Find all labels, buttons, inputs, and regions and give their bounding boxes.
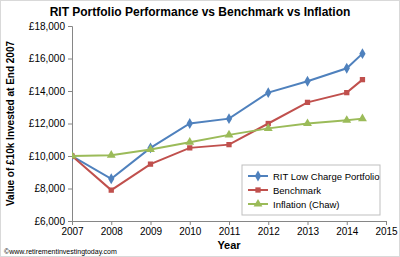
background xyxy=(1,1,400,257)
series-line xyxy=(72,54,362,179)
series-marker xyxy=(226,142,231,147)
legend-marker xyxy=(255,187,260,192)
x-axis: 2007 2008 2009 2010 2011 2012 2013 2014 2015 xyxy=(61,221,398,237)
x-tick: 2012 xyxy=(258,221,281,237)
series-line xyxy=(72,119,362,156)
x-tick-mark xyxy=(347,221,348,225)
x-tick: 2013 xyxy=(297,221,320,237)
series-marker xyxy=(226,113,232,124)
series-marker xyxy=(108,173,114,184)
y-axis-line xyxy=(68,27,73,222)
series-marker xyxy=(265,87,271,98)
y-tick-mark xyxy=(68,156,72,157)
x-axis-title: Year xyxy=(217,239,241,251)
title: RIT Portfolio Performance vs Benchmark v… xyxy=(50,5,351,19)
y-tick-label: £6,000 xyxy=(34,216,65,227)
x-tick-label: 2010 xyxy=(179,226,202,237)
x-tick-mark xyxy=(386,221,387,225)
x-tick-mark xyxy=(308,221,309,225)
y-tick: £18,000 xyxy=(29,21,72,32)
legend-label: RIT Low Charge Portfolio xyxy=(273,171,380,182)
legend-marker xyxy=(254,199,263,207)
series-marker xyxy=(107,150,116,158)
series-marker xyxy=(358,114,367,122)
legend-label: Benchmark xyxy=(273,185,321,196)
y-tick-mark xyxy=(68,189,72,190)
x-tick-label: 2011 xyxy=(219,226,241,237)
series-marker xyxy=(303,118,312,126)
x-tick: 2009 xyxy=(140,221,163,237)
legend: RIT Low Charge Portfolio Benchmark Inflati… xyxy=(242,165,380,215)
legend-box xyxy=(242,165,380,215)
y-tick: £6,000 xyxy=(34,216,72,227)
series-marker xyxy=(72,151,76,159)
plot: £6,000 £8,000 £10,000 £12,000 £14,000 £16,000… xyxy=(29,21,398,237)
x-tick-label: 2015 xyxy=(375,226,398,237)
x-tick: 2010 xyxy=(179,221,202,237)
series-marker xyxy=(109,187,114,192)
x-tick: 2011 xyxy=(219,221,241,237)
y-tick-mark xyxy=(68,221,72,222)
series-marker xyxy=(146,144,155,152)
y-tick-label: £18,000 xyxy=(29,21,66,32)
series-marker xyxy=(304,76,310,87)
series-marker xyxy=(360,77,365,82)
y-tick: £16,000 xyxy=(29,53,72,64)
x-tick: 2007 xyxy=(61,221,84,237)
legend-label: Inflation (Chaw) xyxy=(273,199,340,210)
x-tick: 2008 xyxy=(101,221,124,237)
x-tick-mark xyxy=(229,221,230,225)
x-tick-mark xyxy=(151,221,152,225)
x-tick-label: 2007 xyxy=(61,226,84,237)
chart: £6,000 £8,000 £10,000 £12,000 £14,000 £16,000… xyxy=(0,0,400,257)
series-marker xyxy=(187,118,193,129)
x-tick-label: 2008 xyxy=(101,226,124,237)
x-tick-mark xyxy=(72,221,73,225)
x-tick-mark xyxy=(190,221,191,225)
series-marker xyxy=(185,137,194,145)
y-tick-mark xyxy=(68,91,72,92)
series-marker xyxy=(187,145,192,150)
y-tick: £8,000 xyxy=(34,183,72,194)
x-tick: 2015 xyxy=(375,221,398,237)
series-marker xyxy=(344,90,349,95)
legend-marker xyxy=(255,171,261,182)
y-tick-label: £16,000 xyxy=(29,53,66,64)
x-tick-label: 2014 xyxy=(336,226,359,237)
y-tick-mark xyxy=(68,124,72,125)
series-marker xyxy=(342,115,351,123)
series-marker xyxy=(359,48,365,59)
x-tick-mark xyxy=(111,221,112,225)
x-axis-line xyxy=(73,222,387,226)
y-tick: £12,000 xyxy=(29,118,72,129)
y-axis-title: Value of £10k Invested at End 2007 xyxy=(5,41,16,207)
series-marker xyxy=(305,100,310,105)
y-axis: £6,000 £8,000 £10,000 £12,000 £14,000 £16,000… xyxy=(29,21,73,227)
y-tick-label: £14,000 xyxy=(29,86,66,97)
y-tick-label: £10,000 xyxy=(29,151,66,162)
x-tick-label: 2013 xyxy=(297,226,320,237)
y-tick-mark xyxy=(68,26,72,27)
x-tick-label: 2012 xyxy=(258,226,281,237)
y-tick: £10,000 xyxy=(29,151,72,162)
x-tick: 2014 xyxy=(336,221,359,237)
watermark: ©www.retirementinvestingtoday.com xyxy=(4,248,117,256)
series-marker xyxy=(225,130,234,138)
y-tick-label: £8,000 xyxy=(34,183,65,194)
y-tick: £14,000 xyxy=(29,86,72,97)
y-tick-mark xyxy=(68,59,72,60)
series-marker xyxy=(344,63,350,74)
y-tick-label: £12,000 xyxy=(29,118,66,129)
x-tick-label: 2009 xyxy=(140,226,163,237)
series-marker xyxy=(264,123,273,131)
x-tick-mark xyxy=(268,221,269,225)
series-marker xyxy=(148,161,153,166)
